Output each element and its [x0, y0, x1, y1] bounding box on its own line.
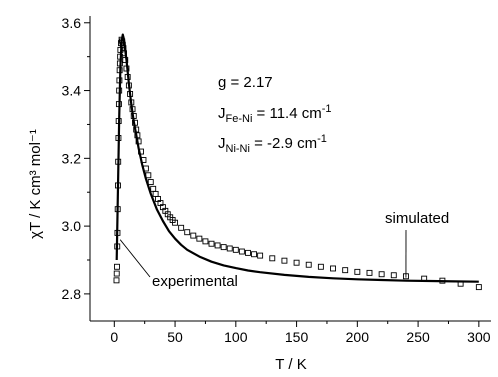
experimental-point	[257, 252, 264, 259]
experimental-point	[366, 269, 373, 276]
experimental-point	[390, 272, 397, 279]
experimental-point	[330, 265, 336, 272]
experimental-point	[220, 244, 227, 251]
y-axis-ticks: 2.8 3.0 3.2 3.4 3.6	[62, 15, 90, 302]
y-tick-label: 3.6	[62, 15, 82, 31]
annotation-j-fe-ni: JFe-Ni = 11.4 cm-1	[218, 103, 332, 125]
j-fe-ni-symbol: J	[218, 105, 226, 122]
x-tick-label: 50	[167, 329, 183, 345]
y-tick-label: 3.0	[62, 218, 82, 234]
y-tick-label: 3.2	[62, 150, 82, 166]
experimental-point	[232, 246, 239, 253]
j-fe-ni-subscript: Fe-Ni	[226, 113, 253, 125]
x-tick-label: 300	[467, 329, 491, 345]
simulated-line	[115, 33, 479, 283]
experimental-point	[178, 224, 185, 231]
experimental-point	[152, 190, 159, 197]
experimental-point	[214, 242, 221, 249]
experimental-point	[226, 245, 233, 252]
experimental-point	[317, 263, 324, 270]
experimental-point	[113, 270, 120, 277]
experimental-point	[238, 248, 245, 255]
annotation-pointers	[119, 229, 407, 278]
experimental-point	[208, 240, 215, 247]
experimental-point	[293, 259, 300, 266]
y-tick-label: 3.4	[62, 83, 82, 99]
x-tick-label: 200	[346, 329, 370, 345]
experimental-point	[190, 232, 197, 239]
j-fe-ni-value: = 11.4 cm	[252, 105, 321, 122]
experimental-point	[184, 229, 191, 236]
x-tick-label: 250	[406, 329, 430, 345]
experimental-pointer	[119, 239, 151, 278]
experimental-point	[172, 219, 179, 226]
experimental-point	[269, 255, 276, 262]
experimental-point	[475, 284, 482, 291]
experimental-point	[202, 238, 209, 245]
experimental-point	[114, 263, 120, 270]
j-ni-ni-symbol: J	[218, 135, 226, 152]
experimental-series	[113, 36, 482, 291]
j-ni-ni-subscript: Ni-Ni	[226, 143, 250, 155]
annotation-g-value: g = 2.17	[218, 74, 273, 91]
j-ni-ni-value: = -2.9 cm	[250, 135, 317, 152]
annotation-simulated: simulated	[385, 210, 449, 227]
x-axis-ticks: 0 50 100 150 200 250 300	[110, 321, 491, 345]
annotation-j-ni-ni: JNi-Ni = -2.9 cm-1	[218, 133, 327, 155]
annotation-experimental: experimental	[152, 273, 238, 290]
experimental-point	[147, 179, 154, 186]
x-tick-label: 150	[285, 329, 309, 345]
simulated-series	[115, 33, 479, 283]
x-axis-label: T / K	[275, 356, 306, 373]
experimental-point	[251, 251, 257, 258]
experimental-point	[245, 249, 251, 256]
experimental-point	[354, 268, 361, 275]
j-ni-ni-unit-exponent: -1	[317, 133, 327, 145]
experimental-point	[378, 271, 385, 278]
experimental-point	[305, 261, 312, 268]
experimental-point	[281, 257, 288, 264]
x-tick-label: 0	[110, 329, 118, 345]
experimental-point	[196, 235, 203, 242]
plot-frame	[89, 16, 491, 322]
experimental-point	[113, 277, 120, 284]
experimental-point	[150, 185, 157, 192]
y-axis-label: χT / K cm³ mol⁻¹	[27, 129, 44, 239]
experimental-point	[342, 267, 349, 274]
x-tick-label: 100	[224, 329, 248, 345]
y-tick-label: 2.8	[62, 286, 82, 302]
j-fe-ni-unit-exponent: -1	[322, 103, 332, 115]
